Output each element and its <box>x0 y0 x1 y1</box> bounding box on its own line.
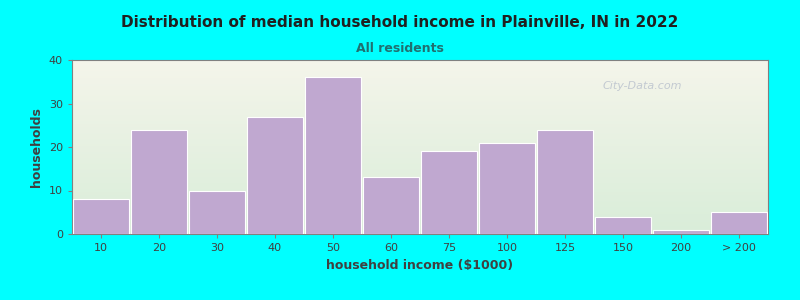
Bar <box>595 217 650 234</box>
Bar <box>306 77 361 234</box>
Bar <box>74 199 129 234</box>
Bar <box>538 130 593 234</box>
Bar <box>711 212 766 234</box>
Bar <box>190 190 245 234</box>
Bar <box>422 152 477 234</box>
Bar <box>363 177 418 234</box>
Text: City-Data.com: City-Data.com <box>603 81 682 91</box>
Bar <box>131 130 186 234</box>
Y-axis label: households: households <box>30 107 43 187</box>
Bar <box>247 116 302 234</box>
X-axis label: household income ($1000): household income ($1000) <box>326 259 514 272</box>
Bar <box>479 143 534 234</box>
Text: Distribution of median household income in Plainville, IN in 2022: Distribution of median household income … <box>122 15 678 30</box>
Bar <box>654 230 709 234</box>
Text: All residents: All residents <box>356 42 444 55</box>
